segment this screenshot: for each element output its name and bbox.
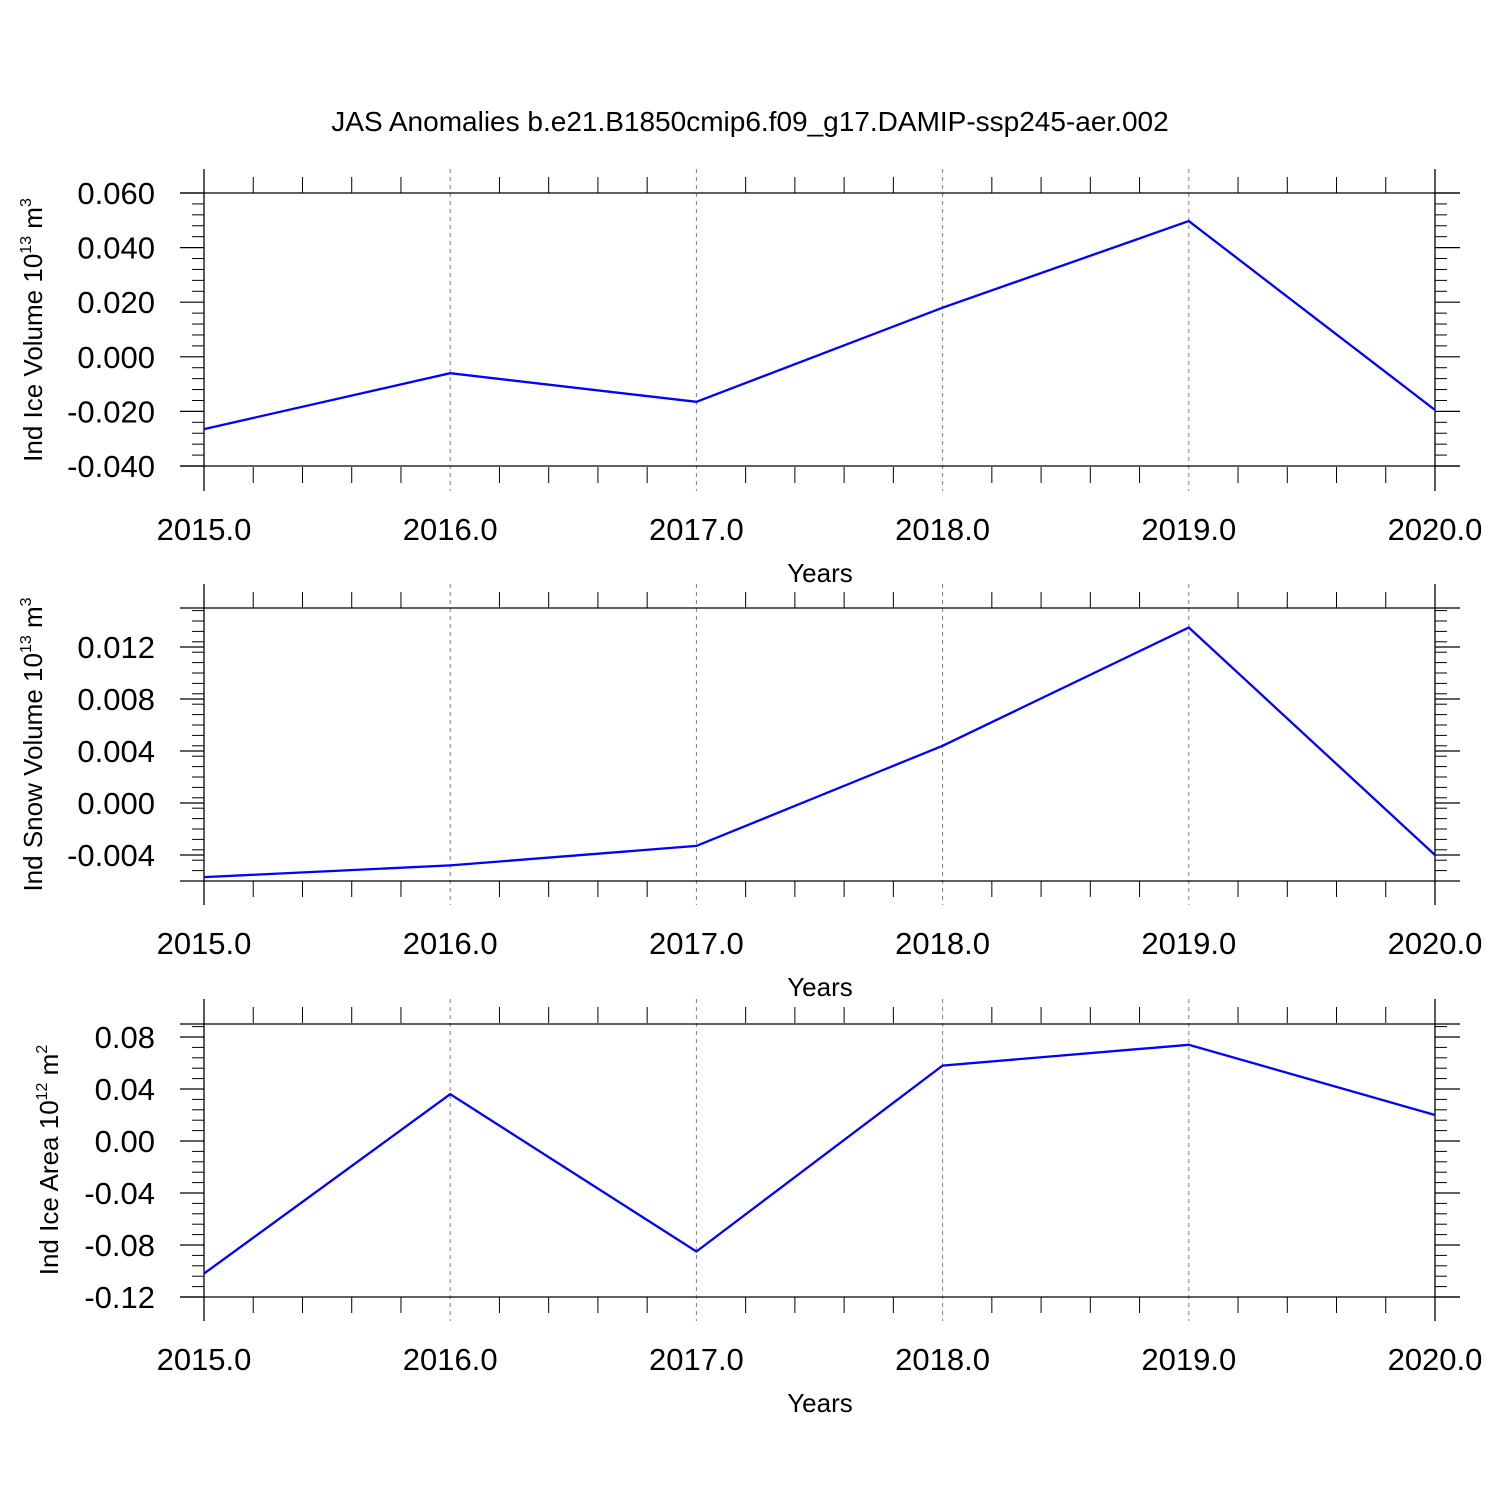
x-axis-label: Years [787, 558, 853, 588]
x-tick-label: 2015.0 [157, 926, 252, 961]
x-tick-label: 2015.0 [157, 512, 252, 547]
x-tick-label: 2015.0 [157, 1342, 252, 1377]
x-axis-label: Years [787, 1388, 853, 1418]
figure-title: JAS Anomalies b.e21.B1850cmip6.f09_g17.D… [331, 106, 1168, 137]
y-tick-label: -0.12 [84, 1280, 155, 1315]
y-tick-label: 0.04 [95, 1072, 155, 1107]
y-tick-label: 0.004 [77, 734, 155, 769]
y-tick-label: 0.08 [95, 1020, 155, 1055]
x-tick-label: 2019.0 [1141, 926, 1236, 961]
x-tick-label: 2020.0 [1388, 926, 1483, 961]
y-label-text: Ind Snow Volume 10 [18, 653, 48, 892]
series-line [204, 1045, 1435, 1274]
series-line [204, 221, 1435, 429]
y-tick-label: 0.000 [77, 786, 155, 821]
y-tick-label: -0.020 [67, 394, 155, 429]
y-tick-label: 0.012 [77, 630, 155, 665]
y-tick-label: -0.040 [67, 449, 155, 484]
y-label-unit: m [18, 207, 48, 236]
y-tick-label: 0.00 [95, 1124, 155, 1159]
y-tick-label: 0.020 [77, 285, 155, 320]
y-tick-label: 0.000 [77, 340, 155, 375]
x-tick-label: 2019.0 [1141, 512, 1236, 547]
y-label-unit: m [18, 606, 48, 635]
y-axis-label: Ind Ice Volume 1013 m3 [18, 198, 48, 462]
y-axis-label: Ind Snow Volume 1013 m3 [18, 597, 48, 891]
y-label-unit-exponent: 3 [18, 597, 35, 606]
x-tick-label: 2017.0 [649, 512, 744, 547]
y-label-unit-exponent: 2 [34, 1045, 51, 1054]
y-tick-label: 0.008 [77, 682, 155, 717]
series-line [204, 628, 1435, 878]
x-axis-label: Years [787, 972, 853, 1002]
y-tick-label: -0.04 [84, 1176, 155, 1211]
y-label-unit: m [34, 1054, 64, 1083]
x-tick-label: 2018.0 [895, 512, 990, 547]
y-label-text: Ind Ice Area 10 [34, 1100, 64, 1275]
y-label-exponent: 12 [34, 1082, 51, 1100]
panel-2: -0.004 0.000 0.004 0.008 0.012 2015.0 2016.0 20… [18, 584, 1482, 1002]
x-tick-label: 2018.0 [895, 926, 990, 961]
x-tick-label: 2019.0 [1141, 1342, 1236, 1377]
y-label-text: Ind Ice Volume 10 [18, 254, 48, 462]
y-tick-label: 0.040 [77, 231, 155, 266]
y-tick-label: -0.004 [67, 838, 155, 873]
y-label-exponent: 13 [18, 635, 35, 653]
x-tick-label: 2016.0 [403, 512, 498, 547]
y-label-unit-exponent: 3 [18, 198, 35, 207]
panel-3: -0.12 -0.08 -0.04 0.00 0.04 0.08 2015.0 2016.0 2… [34, 999, 1482, 1418]
x-tick-label: 2018.0 [895, 1342, 990, 1377]
x-tick-label: 2016.0 [403, 1342, 498, 1377]
y-tick-label: -0.08 [84, 1228, 155, 1263]
x-tick-label: 2017.0 [649, 1342, 744, 1377]
y-axis-label: Ind Ice Area 1012 m2 [34, 1045, 64, 1276]
y-label-exponent: 13 [18, 236, 35, 254]
x-tick-label: 2020.0 [1388, 512, 1483, 547]
y-tick-label: 0.060 [77, 176, 155, 211]
panel-1: -0.040 -0.020 0.000 0.020 0.040 0.060 2015.0 20… [18, 169, 1482, 588]
x-tick-label: 2017.0 [649, 926, 744, 961]
x-tick-label: 2020.0 [1388, 1342, 1483, 1377]
x-tick-label: 2016.0 [403, 926, 498, 961]
